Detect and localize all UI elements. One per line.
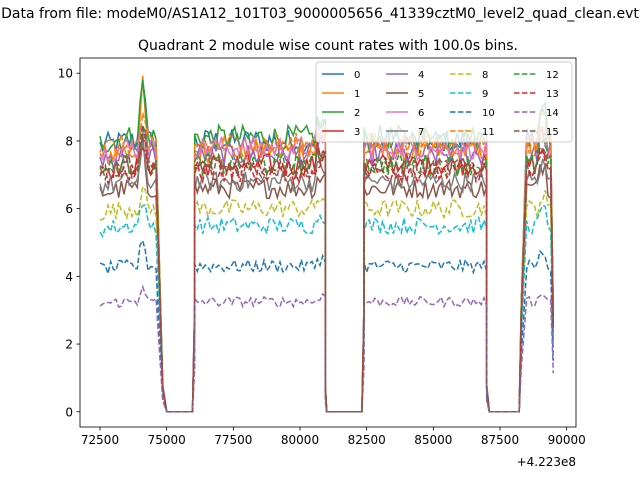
figure-suptitle: Data from file: modeM0/AS1A12_101T03_900… xyxy=(1,6,639,22)
legend-label-8: 8 xyxy=(482,70,488,81)
y-tick-label: 8 xyxy=(65,134,73,148)
y-axis: 0 2 4 6 8 10 xyxy=(58,67,80,419)
series-line-12 xyxy=(99,125,555,413)
x-tick-label: 82500 xyxy=(348,433,386,447)
x-tick-label: 90000 xyxy=(548,433,586,447)
legend-label-4: 4 xyxy=(418,70,424,81)
legend-label-13: 13 xyxy=(546,89,559,100)
series-line-8 xyxy=(100,184,555,413)
series-line-7 xyxy=(99,141,555,413)
y-tick-label: 10 xyxy=(58,67,73,81)
series-line-5 xyxy=(99,133,555,413)
legend-label-9: 9 xyxy=(482,89,488,100)
legend-label-3: 3 xyxy=(354,127,360,138)
legend-label-5: 5 xyxy=(418,89,424,100)
legend-label-6: 6 xyxy=(418,108,424,119)
y-tick-label: 2 xyxy=(65,338,73,352)
legend-box xyxy=(315,61,573,143)
x-axis: 72500 75000 77500 80000 82500 85000 87500 90000 xyxy=(81,427,586,447)
legend-label-14: 14 xyxy=(546,108,559,119)
legend-label-12: 12 xyxy=(546,70,559,81)
x-tick-label: 77500 xyxy=(214,433,252,447)
series-line-9 xyxy=(99,204,555,413)
series-line-14 xyxy=(99,284,555,413)
x-tick-label: 72500 xyxy=(81,433,119,447)
axes-frame xyxy=(79,57,577,428)
series-line-10 xyxy=(99,238,555,413)
series-line-4 xyxy=(99,127,555,413)
y-tick-label: 0 xyxy=(65,405,73,419)
axes-border xyxy=(79,57,577,428)
y-tick-label: 4 xyxy=(65,270,73,284)
series-line-3 xyxy=(99,140,555,413)
chart-title: Quadrant 2 module wise count rates with … xyxy=(138,38,518,54)
legend-label-2: 2 xyxy=(354,108,360,119)
plot-area xyxy=(99,75,555,413)
x-tick-label: 80000 xyxy=(281,433,319,447)
series-line-15 xyxy=(99,124,555,413)
x-tick-label: 75000 xyxy=(148,433,186,447)
x-tick-label: 85000 xyxy=(414,433,452,447)
x-axis-offset-label: +4.223e8 xyxy=(517,455,576,469)
legend-label-0: 0 xyxy=(354,70,360,81)
x-tick-label: 87500 xyxy=(481,433,519,447)
legend-label-7: 7 xyxy=(418,127,424,138)
legend-label-10: 10 xyxy=(482,108,495,119)
y-tick-label: 6 xyxy=(65,202,73,216)
legend-label-11: 11 xyxy=(482,127,495,138)
legend-label-15: 15 xyxy=(546,127,559,138)
legend-label-1: 1 xyxy=(354,89,360,100)
